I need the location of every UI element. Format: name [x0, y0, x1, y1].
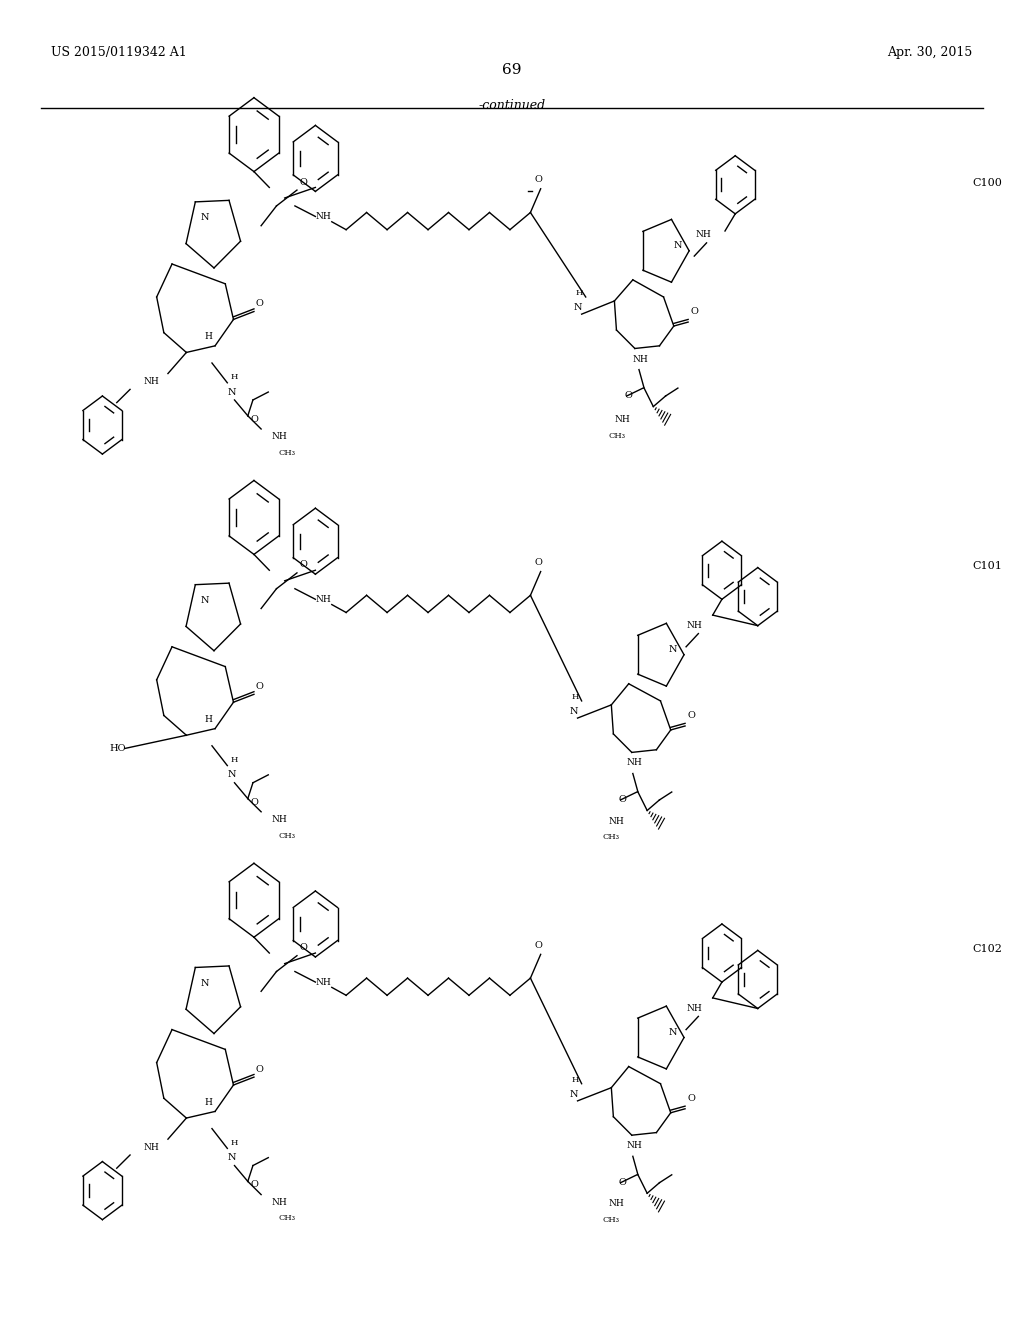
Text: CH₃: CH₃ — [608, 432, 626, 440]
Text: NH: NH — [271, 816, 287, 824]
Text: O: O — [299, 178, 307, 186]
Text: O: O — [299, 944, 307, 952]
Text: CH₃: CH₃ — [279, 449, 296, 457]
Text: O: O — [618, 796, 627, 804]
Text: H: H — [205, 715, 213, 723]
Text: NH: NH — [633, 355, 648, 363]
Text: H: H — [571, 693, 579, 701]
Text: H: H — [205, 1098, 213, 1106]
Text: CH₃: CH₃ — [602, 833, 620, 841]
Text: NH: NH — [696, 231, 712, 239]
Text: O: O — [535, 176, 543, 183]
Text: N: N — [669, 1028, 677, 1036]
Text: NH: NH — [271, 1199, 287, 1206]
Text: H: H — [230, 756, 238, 764]
Text: O: O — [625, 392, 633, 400]
Text: NH: NH — [614, 416, 630, 424]
Text: O: O — [251, 797, 259, 807]
Text: NH: NH — [315, 978, 331, 986]
Text: O: O — [687, 711, 695, 719]
Text: 69: 69 — [502, 63, 522, 78]
Text: NH: NH — [271, 433, 287, 441]
Text: NH: NH — [143, 1143, 159, 1151]
Text: O: O — [256, 682, 264, 690]
Text: O: O — [535, 558, 543, 566]
Text: NH: NH — [315, 595, 331, 603]
Text: O: O — [299, 561, 307, 569]
Text: NH: NH — [687, 1005, 702, 1012]
Text: C100: C100 — [973, 178, 1002, 189]
Text: O: O — [535, 941, 543, 949]
Text: CH₃: CH₃ — [279, 1214, 296, 1222]
Text: CH₃: CH₃ — [602, 1216, 620, 1224]
Text: H: H — [230, 374, 238, 381]
Text: N: N — [227, 771, 236, 779]
Text: US 2015/0119342 A1: US 2015/0119342 A1 — [51, 46, 187, 59]
Text: NH: NH — [143, 378, 159, 385]
Text: CH₃: CH₃ — [279, 832, 296, 840]
Text: NH: NH — [608, 1200, 624, 1208]
Text: C102: C102 — [973, 944, 1002, 954]
Text: NH: NH — [627, 1142, 642, 1150]
Text: O: O — [251, 1180, 259, 1189]
Text: O: O — [687, 1094, 695, 1102]
Text: O: O — [618, 1179, 627, 1187]
Text: N: N — [674, 242, 682, 249]
Text: NH: NH — [315, 213, 331, 220]
Text: H: H — [571, 1076, 579, 1084]
Text: H: H — [230, 1139, 238, 1147]
Text: N: N — [201, 214, 209, 222]
Text: HO: HO — [110, 744, 126, 752]
Text: N: N — [569, 1090, 578, 1098]
Text: O: O — [690, 308, 698, 315]
Text: Apr. 30, 2015: Apr. 30, 2015 — [888, 46, 973, 59]
Text: C101: C101 — [973, 561, 1002, 572]
Text: N: N — [227, 388, 236, 396]
Text: NH: NH — [627, 759, 642, 767]
Text: -continued: -continued — [478, 99, 546, 112]
Text: N: N — [201, 597, 209, 605]
Text: N: N — [569, 708, 578, 715]
Text: H: H — [575, 289, 583, 297]
Text: NH: NH — [687, 622, 702, 630]
Text: N: N — [201, 979, 209, 987]
Text: N: N — [669, 645, 677, 653]
Text: H: H — [205, 333, 213, 341]
Text: O: O — [256, 300, 264, 308]
Text: N: N — [573, 304, 582, 312]
Text: O: O — [251, 414, 259, 424]
Text: O: O — [256, 1065, 264, 1073]
Text: NH: NH — [608, 817, 624, 825]
Text: N: N — [227, 1154, 236, 1162]
